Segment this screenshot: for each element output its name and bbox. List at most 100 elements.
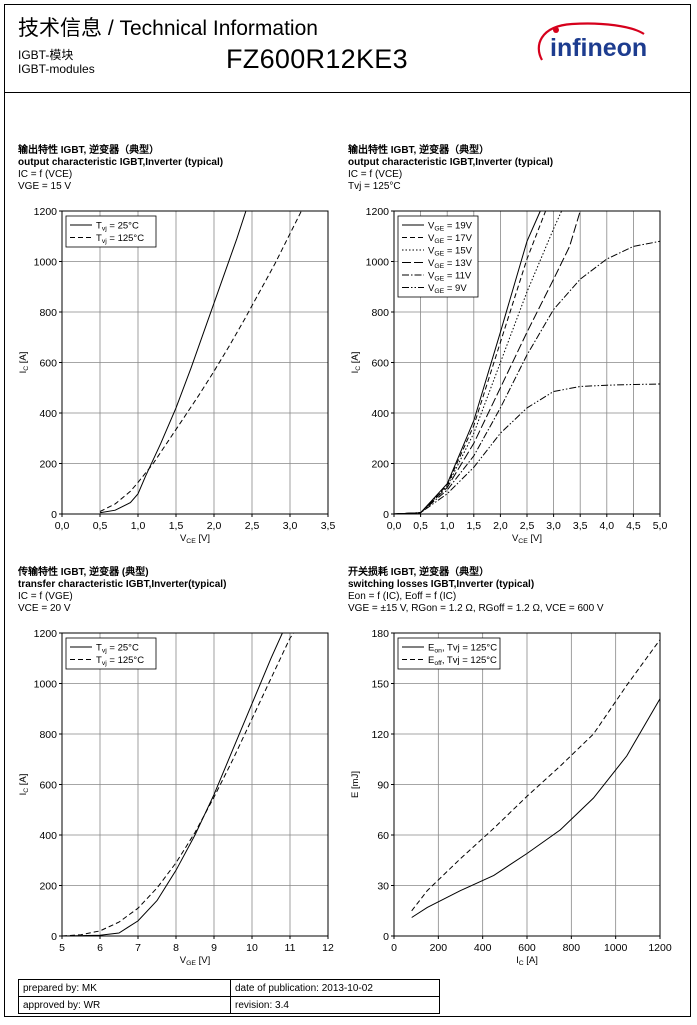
x-tick-label: 200 — [430, 942, 448, 954]
y-tick-label: 60 — [377, 830, 389, 842]
header-divider — [4, 92, 691, 93]
y-tick-label: 1000 — [34, 679, 58, 691]
x-tick-label: 3,0 — [283, 520, 298, 532]
legend-box — [65, 215, 157, 248]
x-axis-label: VCE [V] — [512, 533, 542, 545]
x-tick-label: 1,5 — [169, 520, 184, 532]
y-tick-label: 150 — [371, 679, 389, 691]
legend-label: VGE = 15V — [428, 246, 473, 258]
chart3-function: IC = f (VGE) — [18, 591, 73, 602]
x-axis-label: VGE [V] — [180, 955, 210, 967]
output-characteristic-chart: 0,0 0,5 1,0 1,5 2,0 2,5 3,0 3,5 0 200 400 600 800 100… — [18, 206, 336, 545]
legend-label: Tvj = 25°C — [96, 643, 139, 655]
y-tick-label: 800 — [39, 729, 57, 741]
y-tick-label: 1000 — [34, 257, 58, 269]
x-tick-label: 3,5 — [321, 520, 336, 532]
module-type-en: IGBT-modules — [18, 62, 95, 76]
y-tick-label: 0 — [383, 931, 389, 943]
y-tick-label: 1000 — [366, 257, 390, 269]
series-line-1 — [99, 210, 302, 512]
series-line-1 — [61, 632, 295, 937]
y-tick-label: 180 — [371, 628, 389, 640]
y-tick-label: 1200 — [34, 628, 58, 640]
series-line-0 — [99, 210, 247, 514]
x-axis-label: IC [A] — [516, 955, 538, 967]
legend-label: VGE = 13V — [428, 258, 473, 270]
chart2-title: 输出特性 IGBT, 逆变器（典型） output characteristic… — [348, 145, 553, 193]
series-line-3 — [393, 210, 581, 515]
approved-by: approved by: WR — [18, 996, 231, 1014]
y-axis-label: E [mJ] — [350, 771, 361, 798]
legend-label: Eoff, Tvj = 125°C — [428, 655, 497, 667]
legend-label: Tvj = 25°C — [96, 221, 139, 233]
chart1-title-cn: 输出特性 IGBT, 逆变器（典型） — [18, 145, 160, 156]
y-tick-label: 400 — [371, 408, 389, 420]
y-tick-label: 200 — [371, 459, 389, 471]
legend-label: VGE = 11V — [428, 271, 472, 283]
x-tick-label: 1,0 — [440, 520, 455, 532]
y-tick-label: 400 — [39, 408, 57, 420]
x-tick-label: 5,0 — [653, 520, 668, 532]
legend-label: VGE = 9V — [428, 283, 467, 295]
x-tick-label: 2,5 — [245, 520, 260, 532]
x-tick-label: 7 — [135, 942, 141, 954]
x-tick-label: 2,0 — [493, 520, 508, 532]
y-tick-label: 600 — [39, 358, 57, 370]
series-line-4 — [393, 240, 661, 515]
legend-box — [397, 637, 501, 670]
page-title: 技术信息 / Technical Information — [18, 17, 318, 40]
module-type-cn: IGBT-模块 — [18, 48, 74, 62]
series-line-1 — [411, 639, 661, 912]
y-tick-label: 400 — [39, 830, 57, 842]
y-tick-label: 800 — [39, 307, 57, 319]
y-tick-label: 1200 — [366, 206, 390, 218]
legend-label: Eon, Tvj = 125°C — [428, 643, 497, 655]
x-tick-label: 0,5 — [93, 520, 108, 532]
y-tick-label: 200 — [39, 459, 57, 471]
x-tick-label: 4,5 — [626, 520, 641, 532]
prepared-by: prepared by: MK — [18, 979, 231, 997]
chart4-title-en: switching losses IGBT,Inverter (typical) — [348, 579, 535, 590]
legend-label: Tvj = 125°C — [96, 655, 144, 667]
y-tick-label: 0 — [51, 931, 57, 943]
y-tick-label: 200 — [39, 881, 57, 893]
x-tick-label: 600 — [518, 942, 536, 954]
y-tick-label: 1200 — [34, 206, 58, 218]
x-tick-label: 6 — [97, 942, 103, 954]
chart1-title: 输出特性 IGBT, 逆变器（典型） output characteristic… — [18, 145, 223, 193]
chart2-function: IC = f (VCE) — [348, 169, 403, 180]
y-tick-label: 800 — [371, 307, 389, 319]
chart3-title: 传输特性 IGBT, 逆变器 (典型) transfer characteris… — [18, 567, 226, 615]
x-tick-label: 8 — [173, 942, 179, 954]
switching-losses-chart: 0 200 400 600 800 1000 1200 0 30 60 90 120 150 180 IC … — [350, 628, 672, 967]
legend-box — [397, 215, 479, 298]
chart2-title-en: output characteristic IGBT,Inverter (typ… — [348, 157, 554, 168]
x-tick-label: 12 — [322, 942, 334, 954]
series-line-0 — [411, 698, 661, 918]
y-tick-label: 30 — [377, 881, 389, 893]
date-of-publication: date of publication: 2013-10-02 — [230, 979, 440, 997]
revision: revision: 3.4 — [230, 996, 440, 1014]
x-tick-label: 0 — [391, 942, 397, 954]
legend-box — [65, 637, 157, 670]
infineon-logo: infineon — [537, 22, 647, 62]
chart4-condition: VGE = ±15 V, RGon = 1.2 Ω, RGoff = 1.2 Ω… — [348, 603, 604, 614]
footer-table: prepared by: MK date of publication: 201… — [18, 979, 440, 1014]
x-tick-label: 2,5 — [520, 520, 535, 532]
logo-dot — [553, 27, 559, 33]
logo-text: infineon — [550, 34, 647, 62]
chart1-title-en: output characteristic IGBT,Inverter (typ… — [18, 157, 224, 168]
y-tick-label: 90 — [377, 780, 389, 792]
x-tick-label: 1200 — [648, 942, 672, 954]
y-axis-label: IC [A] — [18, 352, 30, 374]
x-tick-label: 1000 — [604, 942, 628, 954]
y-tick-label: 120 — [371, 729, 389, 741]
chart3-title-en: transfer characteristic IGBT,Inverter(ty… — [18, 579, 227, 590]
x-tick-label: 1,5 — [466, 520, 481, 532]
x-tick-label: 0,5 — [413, 520, 428, 532]
chart3-condition: VCE = 20 V — [18, 603, 71, 614]
